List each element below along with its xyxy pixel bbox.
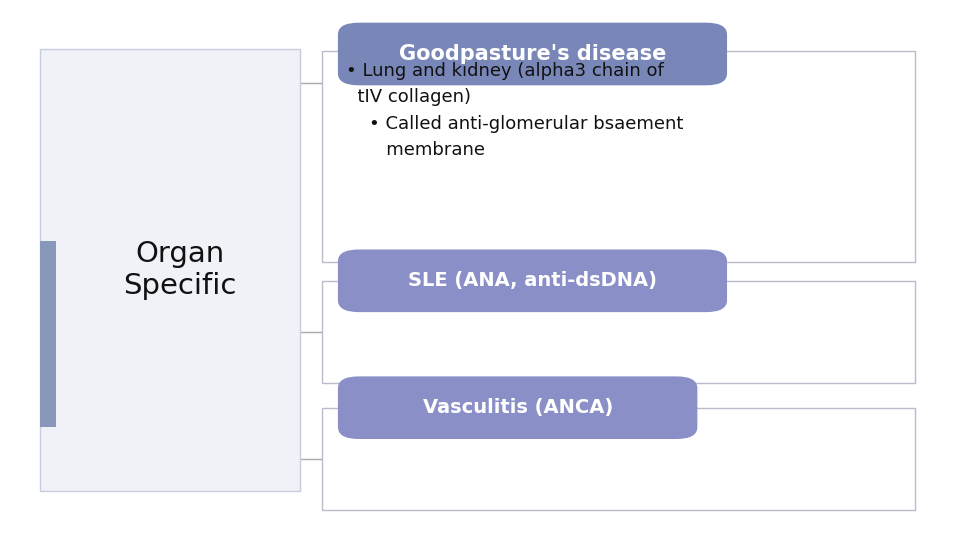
Text: Goodpasture's disease: Goodpasture's disease: [398, 44, 666, 64]
Text: SLE (ANA, anti-dsDNA): SLE (ANA, anti-dsDNA): [408, 271, 657, 291]
FancyBboxPatch shape: [338, 376, 697, 439]
FancyBboxPatch shape: [338, 23, 727, 85]
Text: Vasculitis (ANCA): Vasculitis (ANCA): [422, 398, 612, 417]
FancyBboxPatch shape: [322, 281, 915, 383]
FancyBboxPatch shape: [322, 408, 915, 510]
FancyBboxPatch shape: [338, 249, 727, 312]
FancyBboxPatch shape: [322, 51, 915, 262]
FancyBboxPatch shape: [40, 241, 56, 427]
Text: • Lung and kidney (alpha3 chain of
  tIV collagen)
    • Called anti-glomerular : • Lung and kidney (alpha3 chain of tIV c…: [346, 62, 683, 159]
FancyBboxPatch shape: [40, 49, 300, 491]
Text: Organ
Specific: Organ Specific: [123, 240, 236, 300]
